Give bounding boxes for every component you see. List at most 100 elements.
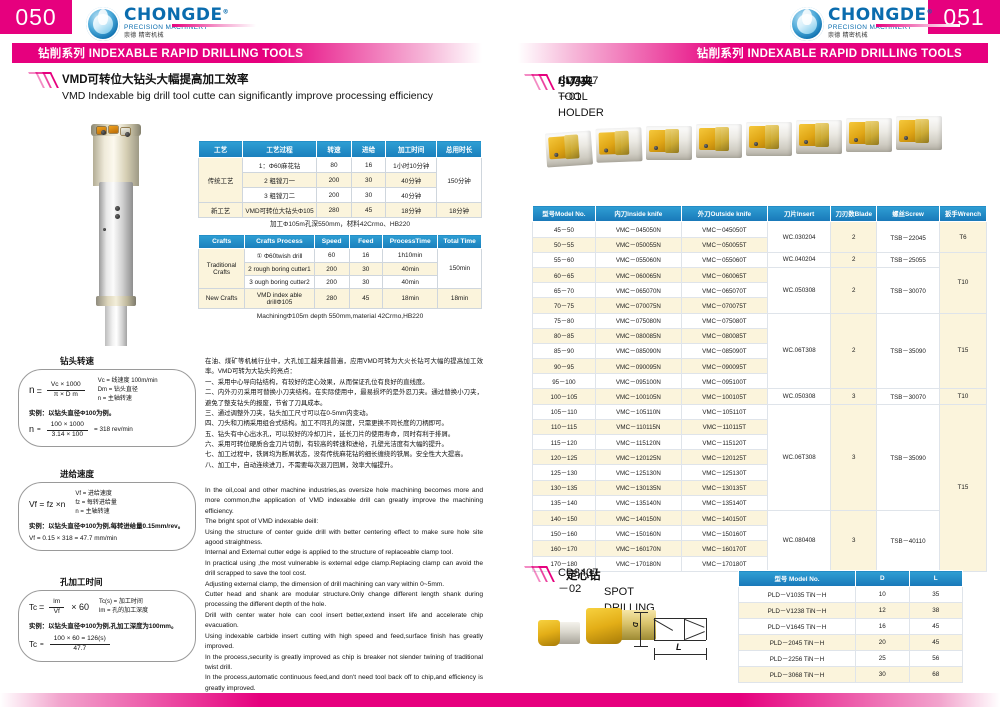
cell-model: 95－100 (532, 373, 596, 390)
left-body-cn: 在油、煤矿等机械行业中，大孔加工越来越普遍，应用VMD可转为大火长钻可大幅的提高… (205, 358, 483, 469)
formula-title-2: 进给速度 (60, 469, 95, 479)
process-table-en-caption: MachiningΦ105m depth 550mm,material 42Cr… (256, 313, 424, 320)
cell-inside-knife: VMC－100105N (594, 388, 682, 405)
cell-wrench: T15 (939, 312, 987, 390)
cell-blade: 3 (830, 403, 878, 511)
table-row: PLD－V1645 TiN－H 16 45 (737, 618, 964, 635)
cell-insert: WC.050308 (766, 266, 832, 314)
cell-inside-knife: VMC－075080N (594, 312, 682, 329)
table-row: 45－50 VMC－045050N VMC－045050T WC.030204 2 TSB… (532, 221, 987, 253)
table-header-row: 型号 Model No. D L (737, 570, 964, 587)
formula-example-var-1: n (29, 424, 35, 435)
process-table-cn-caption: 加工Φ105m孔深550mm，材料42Crmo、HB220 (269, 221, 411, 228)
col-spot-d: D (855, 570, 910, 587)
logo-rule-left (172, 24, 256, 27)
cell-insert: WC.030204 (766, 221, 832, 253)
cell-wrench: T6 (939, 221, 987, 253)
cell-model: 160－170 (532, 540, 596, 557)
cell-spot-l: 45 (908, 634, 964, 651)
formula-title-1: 钻头转速 (60, 356, 95, 366)
cell-outside-knife: VMC－125130T (680, 464, 768, 481)
cell-wrench: T15 (939, 403, 987, 572)
cell-inside-knife: VMC－135140N (594, 494, 682, 511)
cell-model: 70－75 (532, 297, 596, 314)
cell-wrench: T10 (939, 388, 987, 405)
cell-model: 75－80 (532, 312, 596, 329)
cell-outside-knife: VMC－090095T (680, 358, 768, 375)
cell-outside-knife: VMC－100105T (680, 388, 768, 405)
table-row: 2 rough boring cutter1 200 30 40min (199, 262, 482, 276)
col-model: 型号Model No. (532, 204, 596, 223)
cell-outside-knife: VMC－095100T (680, 373, 768, 390)
formula-hole-time: 孔加工时间 Tc = lm Vf × 60 Tc(s) = 加工时间 lm = … (18, 576, 196, 663)
spot-drill-photo (538, 600, 718, 660)
cell-inside-knife: VMC－070075N (594, 297, 682, 314)
formula-example-num-1: 100 × 1000 (46, 421, 88, 431)
table-row: PLD－V1035 TiN－H 10 35 (737, 586, 964, 603)
table-header-row: 型号Model No. 内刀Inside knife 外刀Outside knife… (532, 204, 987, 223)
section1-code: CD3307－01 (558, 75, 599, 103)
cell-model: 115－120 (532, 433, 596, 451)
chevron-right-icon (28, 72, 59, 88)
cell-blade: 3 (830, 388, 878, 405)
table-row: 140－150 VMC－140150N VMC－140150T WC.080408 3 T… (532, 509, 987, 572)
cell-spot-l: 35 (908, 586, 964, 603)
cell-inside-knife: VMC－115120N (594, 433, 682, 451)
cell-outside-knife: VMC－150160T (680, 525, 768, 542)
cell-model: 140－150 (532, 509, 596, 527)
cell-inside-knife: VMC－105110N (594, 403, 682, 420)
table-row: PLD－2256 TiN－H 25 56 (737, 650, 964, 667)
col-process: 工艺过程 (242, 140, 317, 158)
dim-l-label: L (676, 642, 682, 652)
cell-spot-d: 30 (855, 666, 910, 683)
formula-legend-1: Vc = 线速度 100m/min Dm = 钻头直径 n = 主轴转速 (97, 378, 158, 402)
cell-outside-knife: VMC－140150T (680, 509, 768, 527)
cell-outside-knife: VMC－120125T (680, 449, 768, 466)
col-total: 总用时长 (436, 140, 482, 158)
section1-title-cn: 小刀夹 (558, 76, 593, 88)
cell-screw: TSB－30070 (876, 266, 940, 314)
col-crafts-process: Crafts Process (244, 234, 315, 249)
formula-legend-3: Tc(s) = 加工时间 lm = 孔的加工深度 (99, 599, 149, 615)
brand-logo-right: CHONGDE® PRECISION MACHINERY 崇德 精密机械 (790, 6, 960, 42)
left-headline-en: VMD Indexable big drill tool cutte can s… (62, 89, 433, 102)
table-row: PLD－V1238 TiN－H 12 38 (737, 602, 964, 619)
formula-expr-2: Vf = fz ×n (29, 498, 66, 509)
brand-name-left: CHONGDE® (124, 5, 230, 26)
formula-legend-2: Vf = 进给速度 fz = 每转进给量 n = 主轴转速 (75, 491, 117, 515)
cell-spot-d: 25 (855, 650, 910, 667)
cell-spot-l: 56 (908, 650, 964, 667)
series-bar-right: 钻削系列 INDEXABLE RAPID DRILLING TOOLS (518, 43, 988, 63)
dim-d-label: D (631, 622, 638, 628)
cell-model: 135－140 (532, 494, 596, 511)
table-row: PLD－2045 TiN－H 20 45 (737, 634, 964, 651)
section2-code: CD3407－02 (558, 567, 599, 595)
left-headline: VMD可转位大钻头大幅提高加工效率 VMD Indexable big dril… (28, 72, 452, 102)
chongde-logo-icon-right (790, 7, 824, 41)
page-number-left: 050 (0, 0, 72, 34)
table-row: 65－70 VMC－065070N VMC－065070T (532, 282, 987, 299)
cell-spot-model: PLD－V1645 TiN－H (737, 618, 857, 635)
cell-outside-knife: VMC－080085T (680, 327, 768, 344)
cell-outside-knife: VMC－170180T (680, 555, 768, 572)
cell-insert: WC.040204 (766, 251, 832, 268)
formula-title-3: 孔加工时间 (60, 577, 103, 587)
cell-screw: TSB－40110 (876, 509, 940, 572)
spot-drill-dimension-drawing: D L (630, 604, 730, 664)
formula-example-line-2: Vf = 0.15 × 318 = 47.7 mm/min (29, 534, 117, 542)
cell-spot-model: PLD－V1238 TiN－H (737, 602, 857, 619)
cell-inside-knife: VMC－080085N (594, 327, 682, 344)
cell-insert: WC.050308 (766, 388, 832, 405)
col-wrench: 扳手Wrench (939, 204, 987, 223)
col-feed-en: Feed (348, 234, 384, 249)
cell-wrench: T10 (939, 251, 987, 314)
col-screw: 螺丝Screw (876, 204, 940, 223)
cell-model: 120－125 (532, 449, 596, 466)
cell-spot-l: 68 (908, 666, 964, 683)
cell-inside-knife: VMC－045050N (594, 221, 682, 238)
table-row: 105－110 VMC－105110N VMC－105110T WC.06T308 3 T… (532, 403, 987, 572)
small-tool-holder-photo (540, 108, 980, 188)
cell-inside-knife: VMC－120125N (594, 449, 682, 466)
cell-outside-knife: VMC－135140T (680, 494, 768, 511)
chongde-logo-icon (86, 7, 120, 41)
